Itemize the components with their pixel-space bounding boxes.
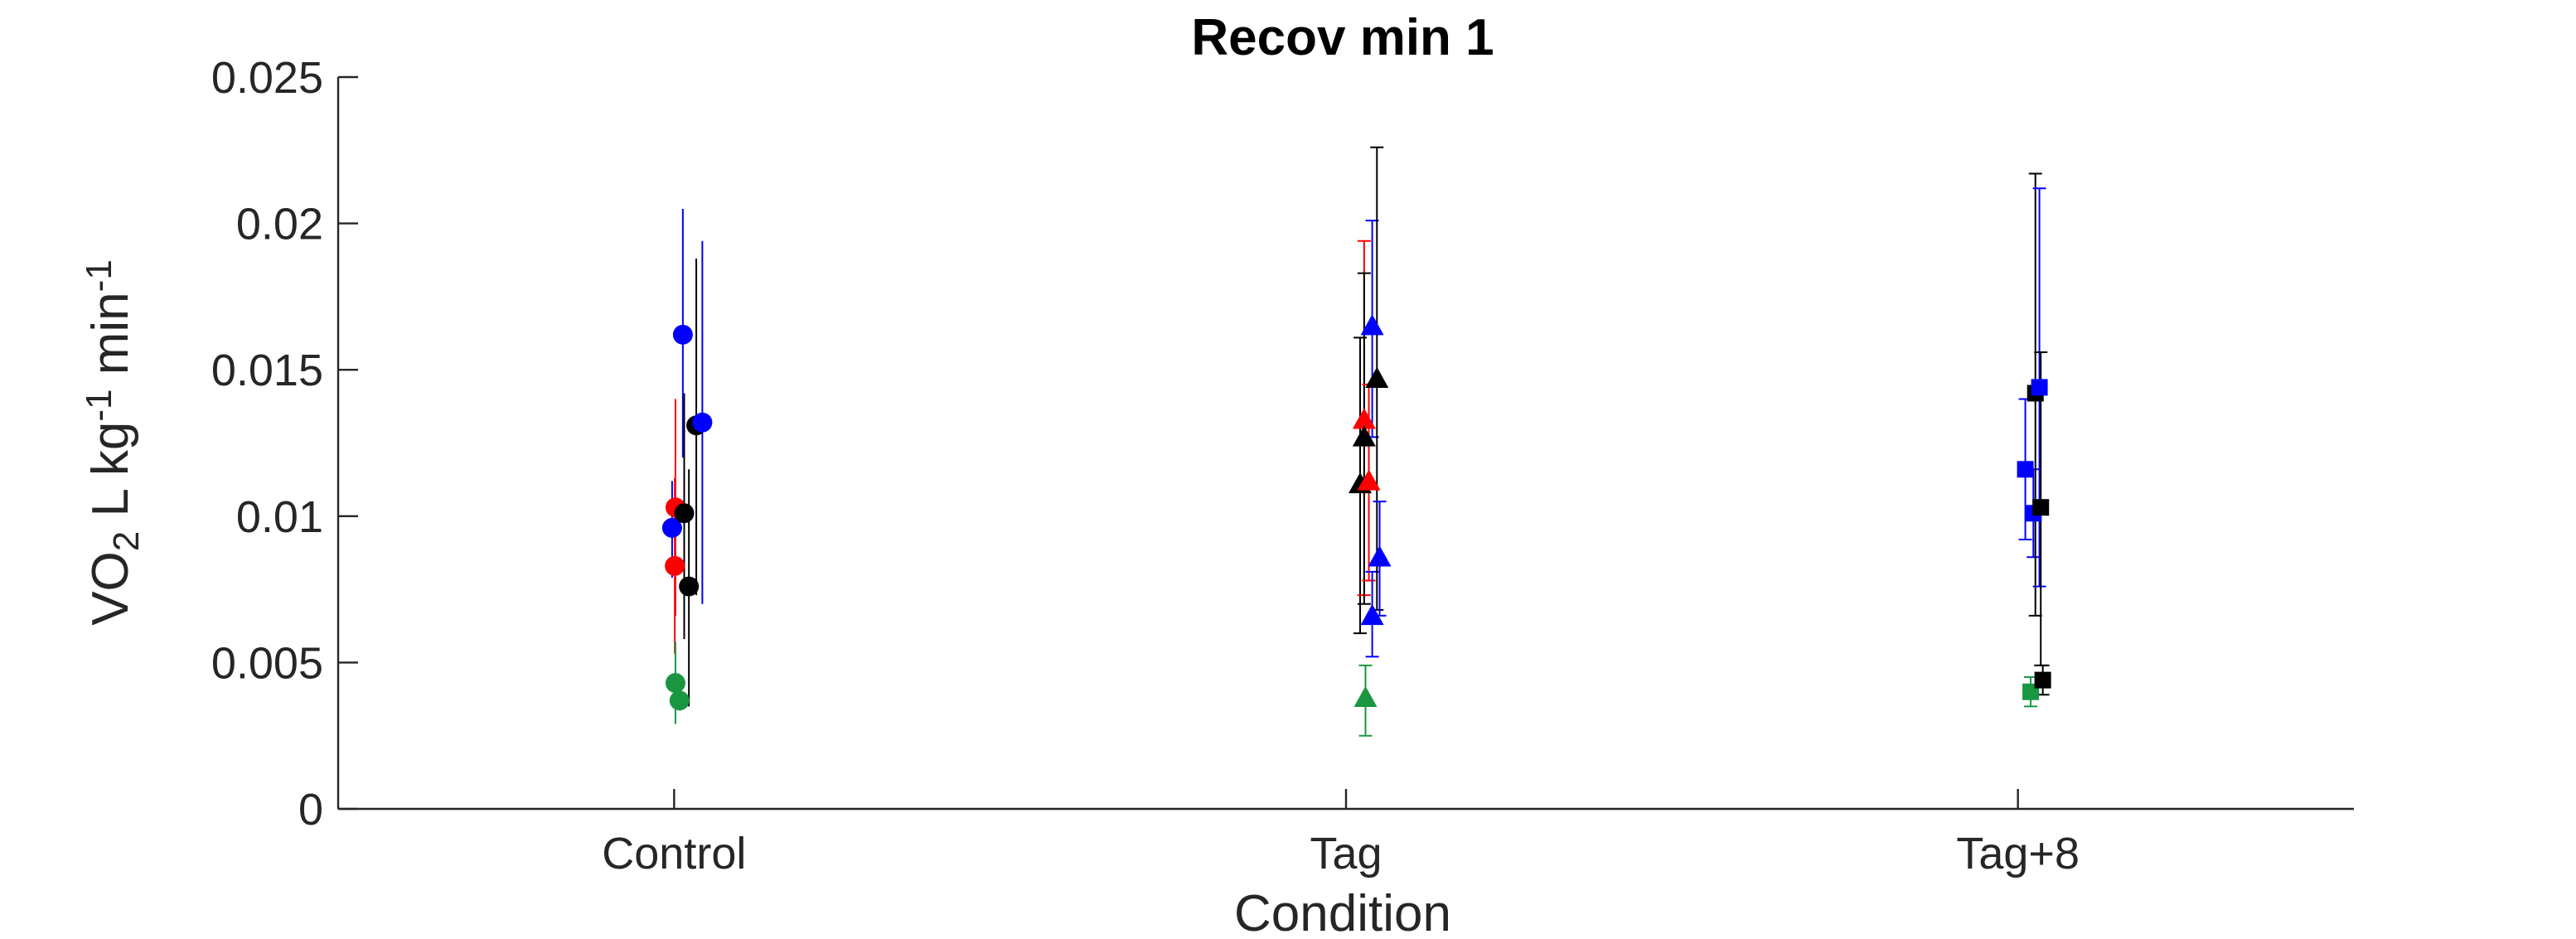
data-point-triangle — [1353, 685, 1378, 707]
data-point-circle — [692, 412, 713, 433]
y-axis-title-part: min — [82, 292, 139, 389]
data-point-circle — [679, 576, 700, 597]
y-axis-title-part: -1 — [79, 259, 119, 292]
data-point-triangle — [1352, 425, 1376, 447]
data-point-square — [2034, 671, 2051, 689]
y-tick-label: 0.025 — [211, 53, 323, 103]
x-axis-title: Condition — [1234, 885, 1451, 939]
x-ticks: Control Tag Tag+8 — [602, 789, 2080, 878]
data-point-triangle — [1360, 603, 1384, 626]
data-point-circle — [665, 673, 685, 694]
chart-title: Recov min 1 — [1191, 9, 1494, 66]
y-axis-title: VO2 L kg-1 min-1 — [79, 259, 147, 626]
data-point-triangle — [1368, 545, 1392, 567]
y-tick-label: 0 — [298, 785, 323, 835]
x-tick-label: Tag+8 — [1956, 829, 2080, 878]
x-tick-label: Control — [602, 829, 746, 878]
data-point-square — [2031, 379, 2048, 396]
y-tick-label: 0.02 — [236, 200, 323, 249]
y-tick-label: 0.005 — [211, 638, 323, 688]
y-axis-title-part: -1 — [79, 389, 119, 421]
y-tick-label: 0.01 — [236, 492, 323, 542]
plot-area — [337, 77, 2354, 811]
x-tick-label: Tag — [1310, 829, 1382, 878]
y-tick-label: 0.015 — [211, 346, 323, 395]
data-point-triangle — [1365, 366, 1389, 388]
data-point-square — [2032, 499, 2050, 516]
data-point-circle — [672, 324, 693, 345]
data-point-circle — [665, 555, 685, 576]
y-axis-title-part: VO — [82, 551, 139, 626]
data-point-circle — [661, 517, 682, 538]
y-ticks: 0 0.005 0.01 0.015 0.02 0.025 — [211, 53, 358, 835]
y-axis-title-part: L kg — [82, 422, 139, 531]
data-point-triangle — [1357, 469, 1381, 491]
y-axis-title-part: 2 — [106, 531, 147, 551]
data-point-circle — [669, 690, 690, 711]
data-point-triangle — [1360, 314, 1384, 336]
data-point-triangle — [1352, 408, 1376, 429]
markers — [661, 314, 2051, 711]
data-point-circle — [674, 503, 695, 524]
data-point-square — [2017, 461, 2034, 478]
